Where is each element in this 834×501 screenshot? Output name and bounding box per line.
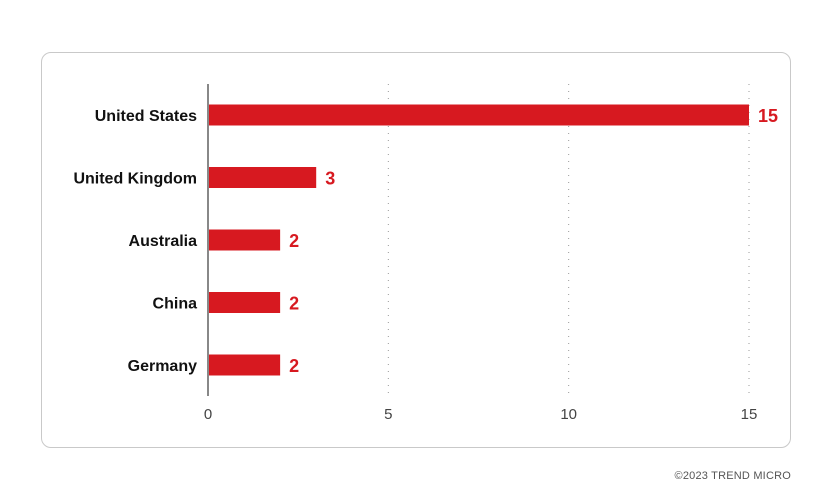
x-tick-label-5: 5 <box>384 406 392 423</box>
x-tick-label-10: 10 <box>560 406 577 423</box>
chart-bars <box>209 104 749 376</box>
bar-australia <box>209 229 281 251</box>
copyright-notice: ©2023 TREND MICRO <box>674 470 791 482</box>
value-label-australia: 2 <box>289 231 299 251</box>
value-label-china: 2 <box>289 294 299 314</box>
category-label-china: China <box>153 296 198 313</box>
category-label-australia: Australia <box>129 233 198 250</box>
bar-united-kingdom <box>209 167 317 188</box>
category-label-united-states: United States <box>95 108 197 125</box>
category-label-united-kingdom: United Kingdom <box>73 171 197 188</box>
x-tick-labels: 0 5 10 15 <box>204 406 758 423</box>
category-label-germany: Germany <box>128 358 197 375</box>
value-label-united-states: 15 <box>758 106 778 126</box>
value-label-germany: 2 <box>289 356 299 376</box>
value-label-united-kingdom: 3 <box>325 169 335 189</box>
x-tick-label-15: 15 <box>741 406 758 423</box>
bar-china <box>209 292 281 313</box>
chart-gridlines <box>387 84 750 396</box>
chart-frame <box>41 52 791 448</box>
bar-united-states <box>209 104 749 126</box>
value-labels: 15 3 2 2 2 <box>289 106 778 376</box>
bar-germany <box>209 354 281 376</box>
category-labels: United States United Kingdom Australia Chin… <box>73 108 197 375</box>
x-tick-label-0: 0 <box>204 406 212 423</box>
